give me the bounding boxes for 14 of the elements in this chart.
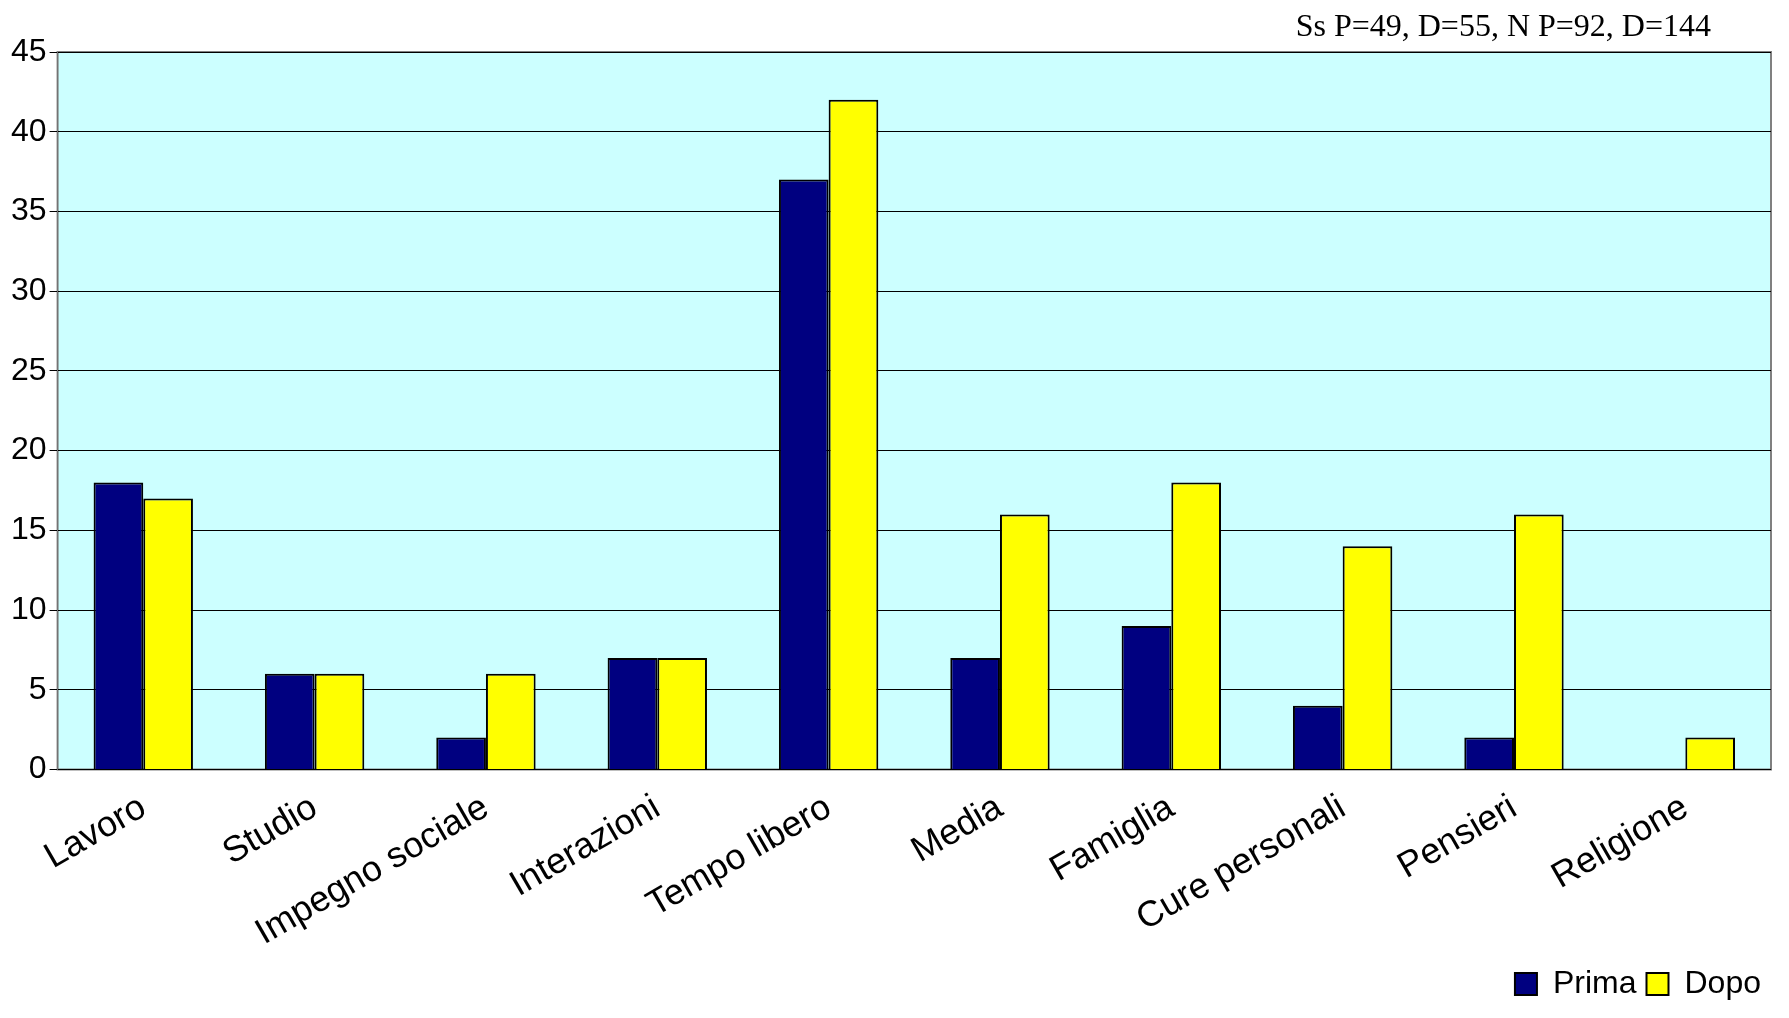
y-tick-label: 5: [28, 669, 47, 706]
y-tick-label: 10: [11, 589, 47, 626]
y-tick-label: 20: [11, 430, 47, 467]
y-tick-label: 15: [11, 510, 47, 547]
y-tick-label: 40: [11, 111, 47, 148]
y-tick-label: 45: [11, 31, 47, 68]
x-tick-label: Media: [903, 784, 1010, 870]
y-tick-label: 25: [11, 350, 47, 387]
y-tick-label: 0: [28, 749, 47, 786]
y-tick-label: 35: [11, 191, 47, 228]
legend-label: Prima: [1552, 963, 1637, 1000]
y-tick-label: 30: [11, 271, 47, 307]
legend-label: Dopo: [1684, 963, 1761, 1000]
text: Ss P=49, D=55, N P=92, D=144: [1295, 7, 1711, 44]
